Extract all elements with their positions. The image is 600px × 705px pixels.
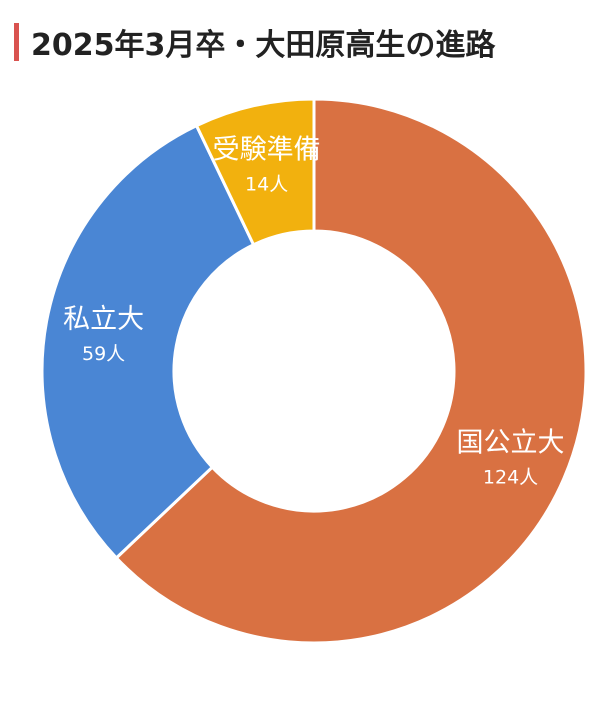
slice-label-0: 国公立大 xyxy=(457,428,565,459)
donut-slice-0 xyxy=(114,97,588,645)
chart-title: 2025年3月卒・大田原高生の進路 xyxy=(31,28,496,63)
slice-label-2: 受験準備 xyxy=(213,134,321,165)
chart-title-block: 2025年3月卒・大田原高生の進路 xyxy=(14,22,496,63)
donut-slice-1 xyxy=(40,123,256,561)
slice-value-1: 59人 xyxy=(82,343,125,365)
title-accent-bar xyxy=(14,23,19,61)
slice-value-2: 14人 xyxy=(245,173,288,195)
slice-value-0: 124人 xyxy=(483,467,538,489)
donut-slice-2 xyxy=(194,97,316,247)
slice-label-1: 私立大 xyxy=(63,304,144,335)
